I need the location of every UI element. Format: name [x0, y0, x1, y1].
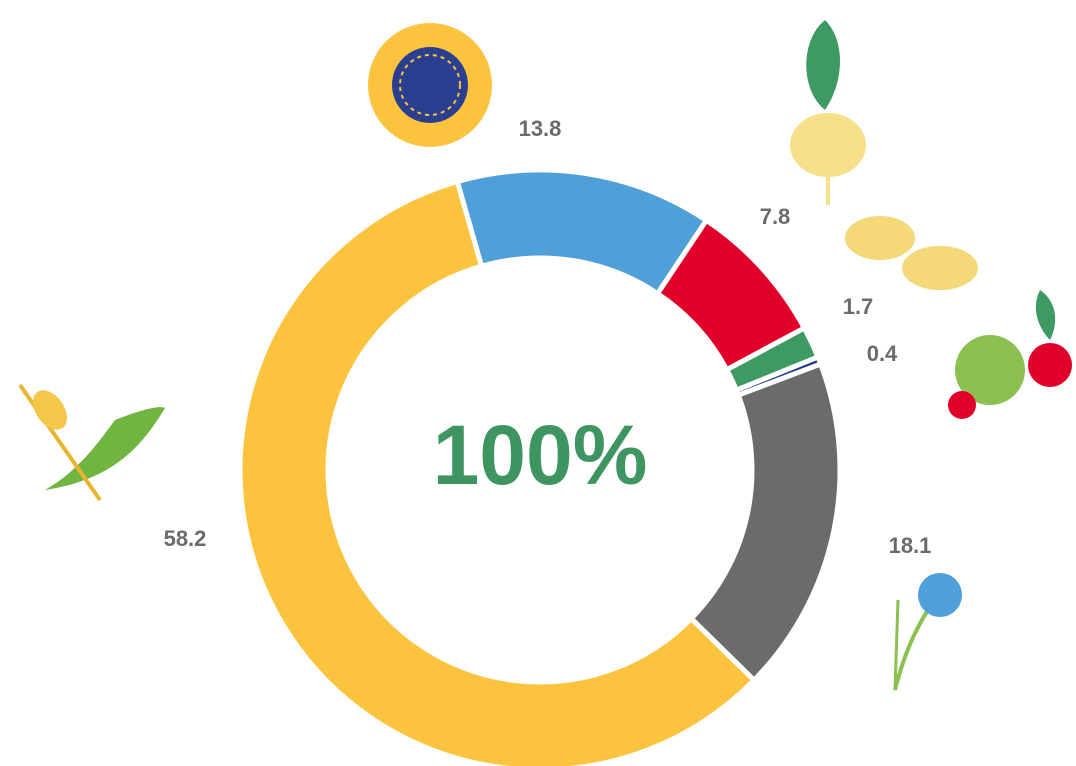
value-label: 7.8: [760, 204, 791, 229]
value-label: 1.7: [843, 294, 874, 319]
center-label: 100%: [433, 408, 648, 502]
potato-icon: [845, 216, 978, 290]
vegetables-icon: [948, 290, 1072, 419]
value-label: 18.1: [889, 533, 932, 558]
beet-icon: [790, 20, 866, 205]
donut-segment: [691, 364, 840, 680]
grain-icon: [20, 384, 165, 500]
chart: 100% 13.8 7.8 1.7 0.4 18.1 58.2: [0, 0, 1076, 766]
flax-icon: [895, 573, 962, 690]
value-label: 0.4: [867, 341, 898, 366]
value-label: 58.2: [164, 526, 207, 551]
value-label: 13.8: [519, 116, 562, 141]
sunflower-icon: [368, 23, 492, 147]
